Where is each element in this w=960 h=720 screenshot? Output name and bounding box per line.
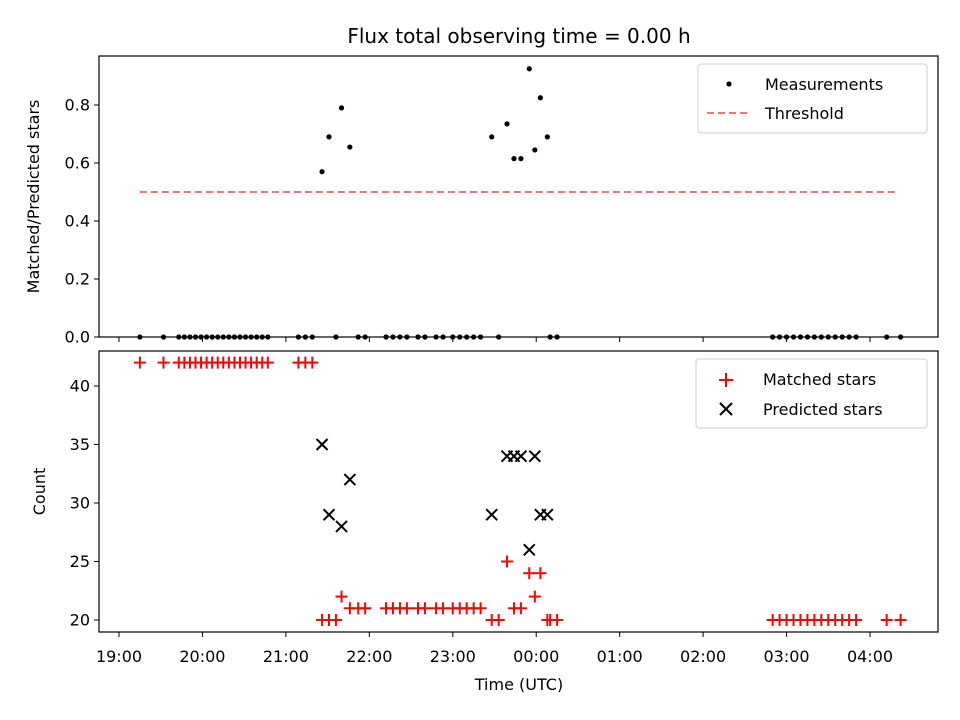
count-axes-frame	[98, 350, 939, 633]
matched-star-point	[523, 567, 536, 580]
count-x-tick-label: 19:00	[96, 647, 142, 666]
matched-star-point	[534, 567, 547, 580]
matched-star-point	[514, 602, 527, 615]
count-x-tick-label: 23:00	[430, 647, 476, 666]
count-x-ticks: 19:00 20:00 21:00 22:00 23:00 00:00 01:00 02:00…	[96, 632, 893, 666]
count-y-tick-label: 40	[70, 377, 90, 396]
matched-star-point	[335, 590, 348, 603]
count-y-tick-label: 35	[70, 435, 90, 454]
count-x-tick-label: 01:00	[597, 647, 643, 666]
count-legend: Matched stars Predicted stars	[695, 358, 928, 429]
measurement-point	[544, 134, 550, 140]
ratio-legend: Measurements Threshold	[697, 63, 928, 134]
measurement-point	[526, 66, 532, 72]
measurement-point	[504, 121, 510, 127]
count-x-tick-label: 03:00	[764, 647, 810, 666]
matched-star-point	[418, 602, 431, 615]
ratio-legend-box	[697, 63, 928, 134]
matched-star-point	[501, 555, 514, 568]
predicted-star-point	[523, 543, 536, 557]
x-axis-label: Time (UTC)	[474, 675, 563, 694]
predicted-star-point	[485, 508, 498, 521]
ratio-y-tick-label: 0.6	[65, 154, 90, 173]
count-x-tick-label: 00:00	[513, 647, 559, 666]
ratio-axes-frame	[98, 55, 939, 338]
legend-measurements-label: Measurements	[765, 75, 883, 94]
matched-star-point	[157, 356, 170, 369]
predicted-star-point	[322, 508, 336, 521]
legend-matched-label: Matched stars	[763, 370, 876, 389]
matched-star-point	[551, 614, 564, 626]
ratio-y-tick-label: 0.8	[65, 96, 90, 115]
matched-star-point	[359, 602, 372, 615]
measurement-point	[319, 169, 325, 175]
predicted-star-point	[541, 508, 554, 521]
measurement-point	[537, 95, 543, 101]
count-y-ticks: 20 25 30 35 40	[70, 377, 99, 630]
legend-predicted-marker	[719, 402, 733, 416]
matched-star-point	[880, 614, 893, 626]
count-legend-box	[695, 358, 928, 429]
count-y-tick-label: 25	[70, 552, 90, 571]
ratio-panel: 0.00.20.40.60.8 Matched/Predicted stars …	[24, 55, 939, 347]
matched-star-point	[329, 614, 342, 626]
count-x-tick-label: 22:00	[346, 647, 392, 666]
count-y-tick-label: 30	[70, 494, 90, 513]
matched-star-point	[306, 356, 319, 369]
matched-star-point	[133, 356, 146, 369]
count-y-tick-label: 20	[70, 611, 90, 630]
matched-star-point	[474, 602, 487, 615]
count-x-tick-label: 04:00	[847, 647, 893, 666]
measurement-point	[532, 147, 538, 153]
measurement-point	[511, 156, 517, 162]
measurement-point	[347, 144, 353, 150]
chart-title: Flux total observing time = 0.00 h	[347, 24, 690, 48]
legend-measurements-marker	[726, 81, 732, 87]
matched-star-point	[894, 614, 907, 626]
measurement-point	[326, 134, 332, 140]
measurement-point	[338, 105, 345, 111]
ratio-y-tick-label: 0.2	[65, 270, 90, 289]
legend-threshold-label: Threshold	[764, 104, 844, 123]
measurement-point	[518, 156, 524, 162]
matched-star-point	[400, 602, 413, 615]
predicted-star-point	[335, 520, 348, 533]
count-x-tick-label: 21:00	[263, 647, 309, 666]
ratio-y-tick-label: 0.4	[65, 212, 90, 231]
count-marks	[133, 356, 907, 626]
ratio-y-axis-label: Matched/Predicted stars	[24, 100, 43, 294]
count-x-tick-label: 20:00	[179, 647, 225, 666]
ratio-x-ticks	[118, 337, 871, 342]
ratio-y-ticks: 0.0 0.2 0.4 0.6 0.8	[65, 96, 99, 347]
count-y-axis-label: Count	[30, 468, 49, 516]
count-x-tick-label: 02:00	[680, 647, 726, 666]
predicted-star-point	[343, 473, 357, 486]
count-panel: 20 25 30 35 40 19:00 20:00 21:00 22:00 23:00 00:0…	[30, 350, 939, 694]
predicted-star-point	[514, 449, 528, 463]
matched-star-point	[850, 614, 863, 626]
ratio-y-tick-label: 0.0	[65, 328, 90, 347]
matched-star-point	[261, 356, 274, 369]
matched-star-point	[492, 614, 505, 626]
measurement-point	[489, 134, 495, 140]
matched-star-point	[528, 590, 541, 603]
legend-matched-marker	[719, 373, 733, 387]
predicted-star-point	[528, 449, 542, 463]
legend-predicted-label: Predicted stars	[763, 400, 883, 419]
predicted-star-point	[315, 438, 329, 451]
